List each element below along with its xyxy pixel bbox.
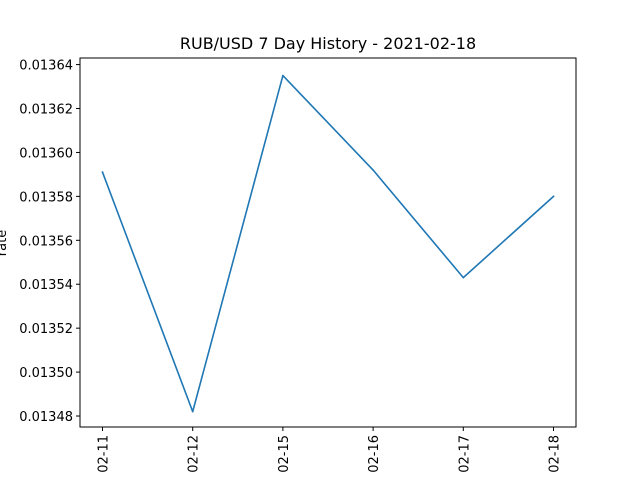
y-tick-label: 0.01352: [19, 322, 73, 337]
x-tick-label: 02-11: [97, 435, 112, 473]
data-point: [191, 410, 194, 413]
x-tick-label: 02-18: [548, 435, 563, 473]
x-tick-label: 02-15: [277, 435, 292, 473]
x-tick-label: 02-12: [187, 435, 202, 473]
data-point: [462, 276, 465, 279]
chart-title: RUB/USD 7 Day History - 2021-02-18: [180, 34, 476, 53]
x-axis-ticks: 02-11 02-12 02-15 02-16 02-17 02-18: [97, 427, 563, 473]
y-tick-label: 0.01364: [19, 59, 73, 74]
series-line: [101, 74, 555, 413]
data-point: [552, 195, 555, 198]
y-tick-label: 0.01358: [19, 190, 73, 205]
y-tick-label: 0.01356: [19, 234, 73, 249]
plot-area-frame: [79, 57, 577, 428]
y-tick-label: 0.01362: [19, 103, 73, 118]
x-tick-label: 02-16: [367, 435, 382, 473]
x-tick-label: 02-17: [457, 435, 472, 473]
data-point: [282, 74, 284, 77]
y-tick-label: 0.01360: [19, 146, 73, 161]
y-tick-label: 0.01348: [19, 410, 73, 425]
data-point: [372, 169, 374, 171]
series-layer: [101, 74, 555, 413]
y-axis-label: rate: [0, 230, 10, 256]
y-tick-label: 0.01350: [19, 366, 73, 381]
y-tick-label: 0.01354: [19, 278, 73, 293]
data-point: [101, 171, 104, 174]
y-axis-ticks: 0.01348 0.01350 0.01352 0.01354 0.01356 0.013…: [19, 59, 80, 425]
